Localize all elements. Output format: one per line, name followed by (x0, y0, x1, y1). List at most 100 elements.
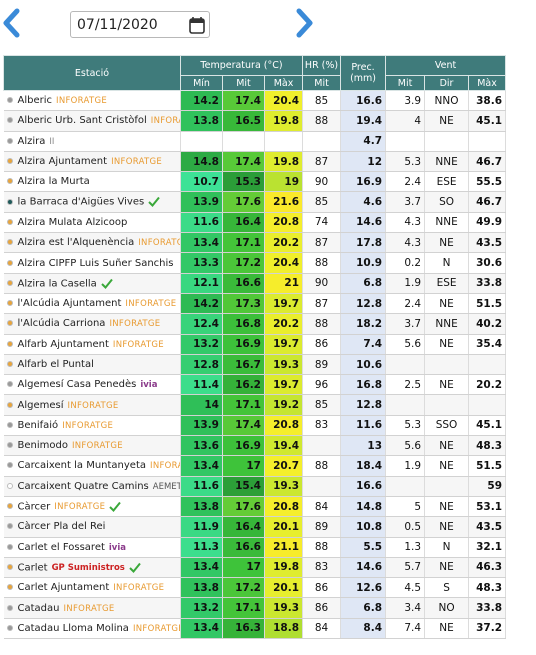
status-dot (6, 421, 13, 428)
station-cell: Carcaixent la MuntanyetaINFORATGE (3, 455, 181, 477)
value-cell: 2.5 (385, 374, 426, 396)
station-name: Càrcer Pla del Rei (17, 521, 106, 533)
station-name: Algemesí (17, 399, 64, 411)
value-cell: 16.8 (222, 313, 265, 335)
station-row: Càrcer Pla del Rei 11.9 16.4 20.1 89 10.8 0.5 N… (3, 516, 507, 538)
status-dot (6, 218, 13, 225)
value-cell: ESE (424, 273, 470, 294)
station-cell: Alzira est l'AlquenènciaINFORATGE (3, 232, 181, 254)
value-cell: 17.6 (222, 496, 265, 518)
value-cell: 19.7 (264, 374, 304, 396)
value-cell: 84 (302, 496, 342, 518)
status-dot (6, 97, 13, 104)
value-cell: 89 (302, 354, 342, 376)
value-cell: 84 (302, 618, 342, 640)
value-cell: 1.9 (385, 273, 426, 294)
header-temperature: Temperatura (°C) (179, 55, 304, 76)
value-cell: SSO (424, 415, 470, 437)
source-tag: INFORATGE (63, 603, 115, 614)
status-dot (6, 280, 13, 287)
value-cell: 11.6 (340, 415, 387, 437)
value-cell: 14.2 (180, 293, 223, 315)
source-tag: INFORATGE (56, 96, 108, 107)
station-row: Alzira CIPFP Luis Suñer Sanchis 13.3 17.2 2… (3, 252, 507, 274)
station-row: Carcaixent la MuntanyetaINFORATGE13.4172… (3, 455, 507, 477)
value-cell: 3.7 (385, 191, 426, 213)
status-dot (6, 137, 13, 144)
next-day-button[interactable] (296, 8, 314, 38)
status-dot (6, 584, 13, 591)
status-dot (6, 259, 13, 266)
value-cell: 13.4 (180, 557, 223, 579)
value-cell: 48.3 (468, 435, 507, 457)
value-cell: NE (424, 516, 470, 538)
station-cell: Alberic Urb. Sant CristòfolINFORATGE (3, 110, 181, 132)
station-name: Alzira la Casella (17, 278, 97, 290)
station-cell: Benimodo INFORATGE (3, 435, 181, 457)
station-name: Alzira CIPFP Luis Suñer Sanchis (17, 257, 174, 269)
value-cell: 14.8 (340, 496, 387, 518)
source-tag: INFORATGE (150, 116, 180, 127)
station-row: Benimodo INFORATGE 13.6 16.9 19.4 13 5.6 NE 48.3 (3, 435, 507, 457)
station-cell: Algemesí INFORATGE (3, 394, 181, 416)
subheader: Mit (302, 75, 342, 91)
value-cell: 20.8 (264, 496, 304, 518)
value-cell: 19.4 (264, 435, 304, 457)
value-cell: NO (424, 597, 470, 619)
subheader: Mit (385, 75, 426, 91)
value-cell: 15.4 (222, 476, 265, 497)
station-cell: Alfarb Ajuntament INFORATGE (3, 334, 181, 355)
value-cell: 90 (302, 273, 342, 294)
prev-day-button[interactable] (2, 8, 20, 38)
station-cell: Catadau Lloma Molina INFORATGE (3, 618, 181, 640)
value-cell: 83 (302, 415, 342, 437)
station-row: Catadau INFORATGE 13.2 17.1 19.3 86 6.8 3.4 NO 33… (3, 597, 507, 619)
value-cell: 17.4 (222, 151, 265, 173)
value-cell: NE (424, 110, 470, 132)
value-cell: 12.8 (340, 394, 387, 416)
station-row: Carlet Ajuntament INFORATGE 13.8 17.2 20.1 86… (3, 577, 507, 599)
value-cell: 17.1 (222, 597, 265, 619)
value-cell (264, 131, 304, 152)
status-dot (6, 300, 13, 307)
value-cell: 18.2 (340, 313, 387, 335)
value-cell: 16.6 (340, 90, 387, 112)
value-cell: 19.3 (264, 597, 304, 619)
value-cell: 19.7 (264, 334, 304, 355)
station-row: Carlet el Fossaret ivia 11.3 16.6 21.1 88 5.5 1… (3, 537, 507, 558)
station-cell: l'Alcúdia Carriona INFORATGE (3, 313, 181, 335)
value-cell: 16.6 (222, 537, 265, 558)
value-cell: 1.9 (385, 455, 426, 477)
value-cell: NE (424, 496, 470, 518)
value-cell: 13.2 (180, 334, 223, 355)
value-cell: 14.8 (180, 151, 223, 173)
station-cell: Alberic INFORATGE (3, 90, 181, 112)
value-cell (302, 435, 342, 457)
value-cell: 0.2 (385, 252, 426, 274)
station-cell: Benifaió INFORATGE (3, 415, 181, 437)
value-cell: 19.3 (264, 354, 304, 376)
value-cell: 13.8 (180, 577, 223, 599)
value-cell: 16.4 (222, 212, 265, 234)
value-cell: 33.8 (468, 597, 507, 619)
value-cell: 13.9 (180, 415, 223, 437)
value-cell: 6.8 (340, 597, 387, 619)
station-row: Catadau Lloma Molina INFORATGE 13.4 16.3 18.… (3, 618, 507, 640)
source-tag: INFORATGE (112, 339, 164, 350)
station-row: Alzira Ajuntament INFORATGE 14.8 17.4 19.8 87… (3, 151, 507, 173)
value-cell: 17.2 (222, 252, 265, 274)
value-cell: 16.8 (340, 374, 387, 396)
value-cell: 16.9 (222, 435, 265, 457)
value-cell: 19.7 (264, 293, 304, 315)
stations-table: Estació Temperatura (°C) HR (%) Prec. (m… (3, 55, 507, 640)
value-cell: 13.8 (180, 110, 223, 132)
value-cell: 2.4 (385, 171, 426, 193)
subheader: Màx (263, 75, 304, 91)
status-dot (6, 198, 13, 205)
value-cell: 30.6 (468, 252, 507, 274)
value-cell: 16.3 (222, 618, 265, 640)
station-name: Carlet el Fossaret (17, 541, 105, 553)
date-input[interactable]: 07/11/2020 (70, 11, 210, 38)
value-cell: SO (424, 191, 470, 213)
source-tag: ivia (140, 380, 158, 391)
